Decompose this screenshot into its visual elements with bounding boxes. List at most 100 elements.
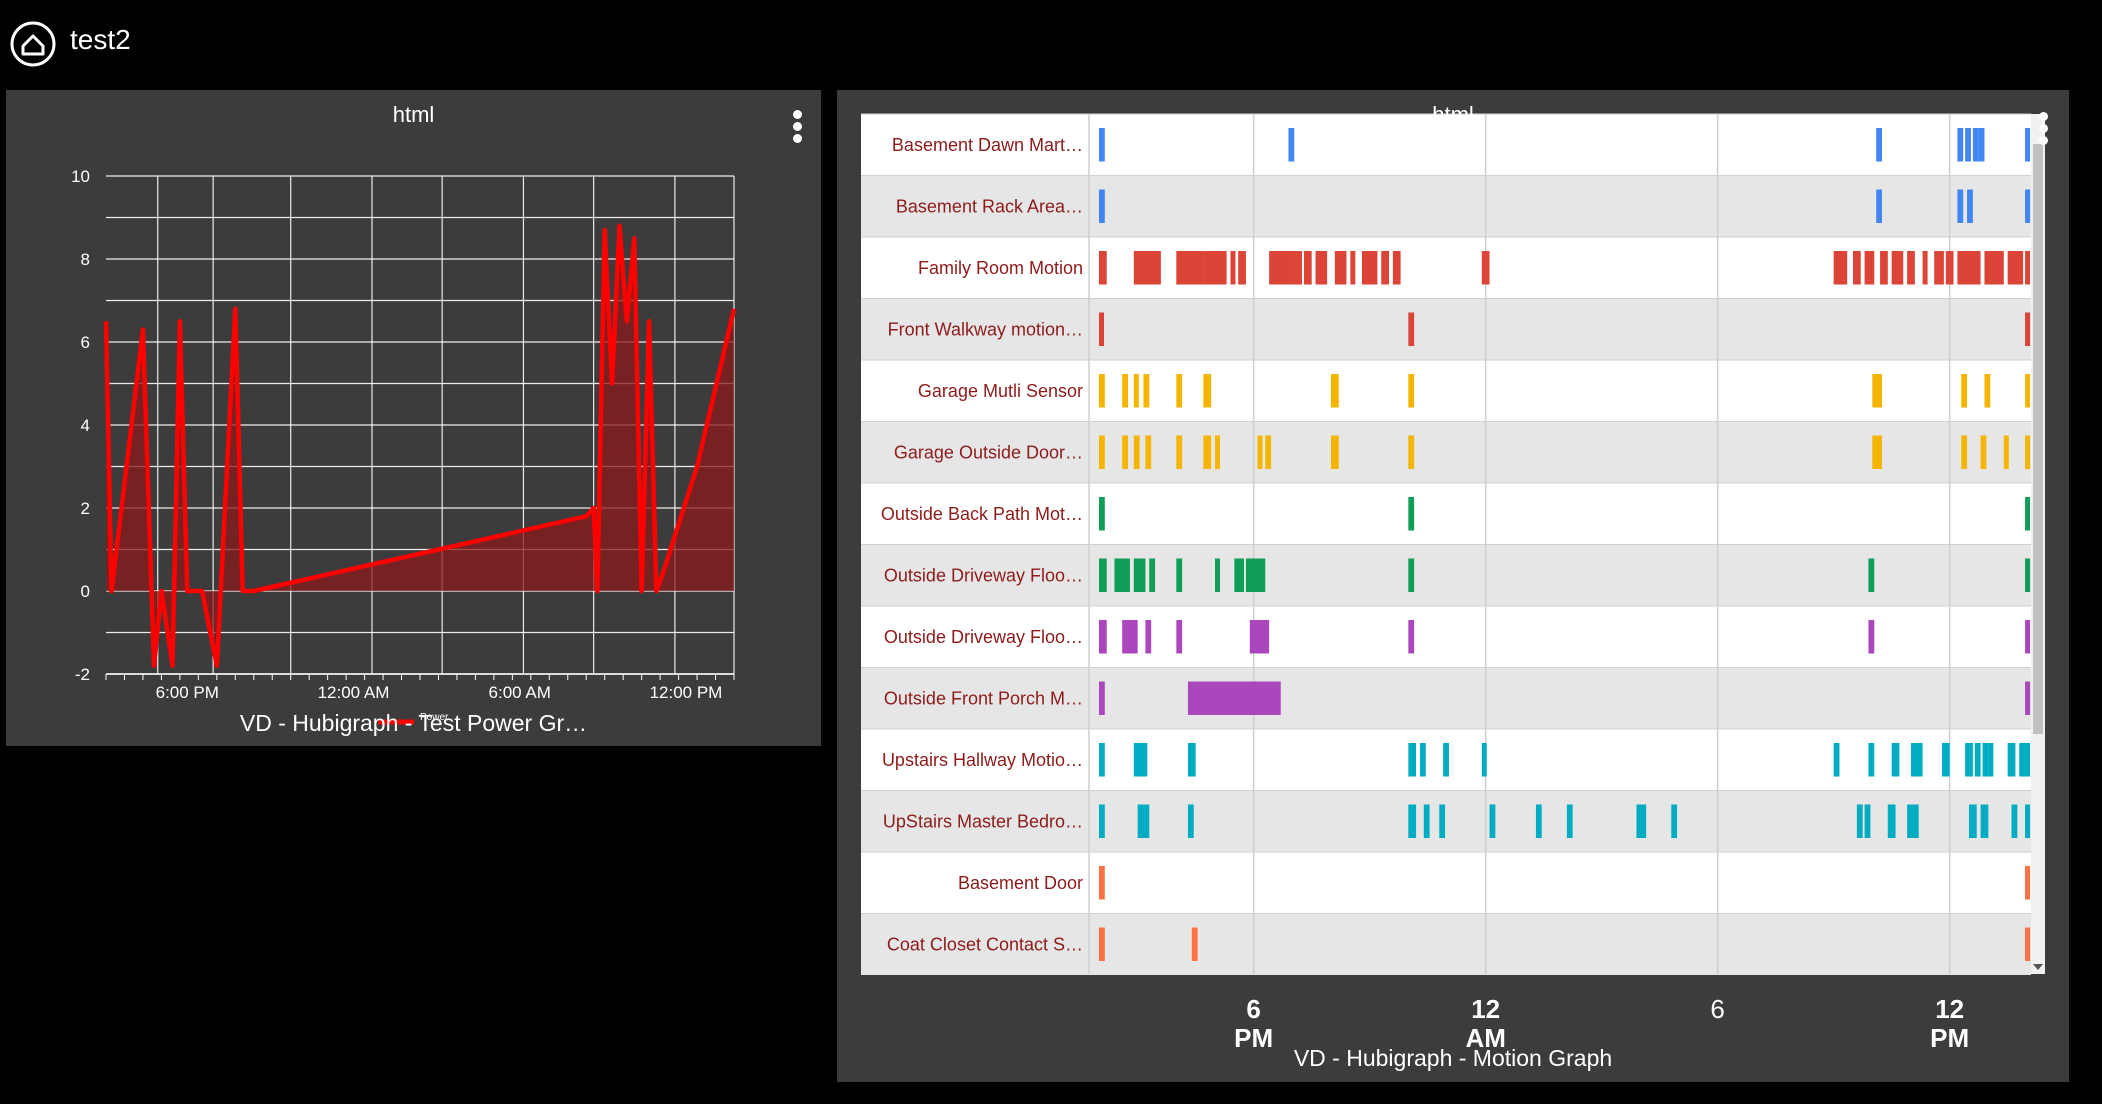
event-bar xyxy=(1876,128,1882,162)
event-bar xyxy=(1099,435,1105,469)
event-bar xyxy=(1922,251,1928,285)
event-bar xyxy=(1315,251,1328,285)
event-bar xyxy=(1853,251,1861,285)
event-bar xyxy=(1238,251,1246,285)
event-bar xyxy=(2025,681,2031,715)
event-bar xyxy=(1099,312,1104,346)
event-bar xyxy=(1331,374,1339,408)
x-tick-label: 6:00 AM xyxy=(489,683,551,702)
x-tick-label: 6 xyxy=(1710,994,1724,1024)
event-bar xyxy=(1099,189,1105,223)
event-bar xyxy=(1566,804,1573,838)
event-bar xyxy=(2025,251,2031,285)
event-bar xyxy=(1099,497,1105,531)
event-bar xyxy=(1978,128,1985,162)
event-bar xyxy=(1965,743,1973,777)
event-bar xyxy=(1288,128,1295,162)
event-bar xyxy=(1230,251,1236,285)
event-bar xyxy=(2025,804,2031,838)
event-bar xyxy=(1176,251,1204,285)
x-tick-label: 6:00 PM xyxy=(156,683,219,702)
tile-footer: VD - Hubigraph - Motion Graph xyxy=(1293,1045,1613,1071)
tile-footer: VD - Hubigraph - Test Power Gr… xyxy=(239,710,588,736)
event-bar xyxy=(1099,558,1107,592)
x-tick-label: 12 xyxy=(1935,994,1964,1024)
row-label: Outside Driveway Floo… xyxy=(884,627,1083,647)
event-bar xyxy=(1988,743,1994,777)
row-label: Coat Closet Contact S… xyxy=(887,934,1083,954)
event-bar xyxy=(1876,189,1882,223)
dashboard-header: test2 xyxy=(0,0,2102,86)
event-bar xyxy=(2025,497,2031,531)
event-bar xyxy=(1443,743,1449,777)
event-bar xyxy=(1249,620,1270,654)
event-bar xyxy=(1868,743,1875,777)
event-bar xyxy=(1269,251,1289,285)
home-icon[interactable] xyxy=(10,21,56,67)
event-bar xyxy=(2007,743,2016,777)
event-bar xyxy=(1099,681,1105,715)
row-label: Basement Door xyxy=(958,873,1083,893)
power-graph-tile: html -2 0 2 4 6 8 10 6:00 PM 12:00 AM 6:00 AM 12:0… xyxy=(6,90,821,746)
event-bar xyxy=(1864,251,1875,285)
event-bar xyxy=(1099,620,1107,654)
row-label: Front Walkway motion… xyxy=(888,319,1083,339)
event-bar xyxy=(1133,743,1148,777)
event-bar xyxy=(1934,251,1944,285)
row-label: Upstairs Hallway Motio… xyxy=(882,750,1083,770)
event-bar xyxy=(1143,374,1150,408)
event-bar xyxy=(1872,435,1882,469)
tile-title: html xyxy=(392,102,435,127)
event-bar xyxy=(1408,620,1415,654)
timeline-row xyxy=(861,298,2031,360)
event-bar xyxy=(1122,374,1128,408)
event-bar xyxy=(1350,251,1356,285)
event-bar xyxy=(2025,866,2031,900)
event-bar xyxy=(2007,251,2024,285)
event-bar xyxy=(1133,558,1146,592)
event-bar xyxy=(1149,558,1156,592)
event-bar xyxy=(1187,804,1194,838)
event-bar xyxy=(1176,435,1183,469)
scroll-down-icon[interactable] xyxy=(2033,964,2043,970)
event-bar xyxy=(1911,743,1923,777)
event-bar xyxy=(1967,189,1973,223)
row-label: Family Room Motion xyxy=(918,258,1083,278)
timeline-row xyxy=(861,544,2031,606)
event-bar xyxy=(1122,435,1128,469)
event-bar xyxy=(1303,251,1312,285)
event-bar xyxy=(1489,804,1496,838)
event-bar xyxy=(1957,128,1964,162)
event-bar xyxy=(1941,743,1950,777)
event-bar xyxy=(2003,435,2009,469)
row-label: UpStairs Master Bedro… xyxy=(883,811,1083,831)
motion-graph-tile: Basement Dawn Mart… Basement Rack Area… Fa… xyxy=(837,90,2069,1082)
x-tick-sublabel: PM xyxy=(1234,1023,1273,1053)
x-tick-label: 12:00 PM xyxy=(650,683,723,702)
y-tick-label: 2 xyxy=(81,499,90,518)
event-bar xyxy=(1907,804,1919,838)
y-tick-label: 10 xyxy=(71,167,90,186)
more-vert-icon[interactable] xyxy=(787,108,807,148)
timeline-row xyxy=(861,790,2031,852)
event-bar xyxy=(1099,743,1105,777)
event-bar xyxy=(1257,435,1263,469)
row-label: Basement Dawn Mart… xyxy=(892,135,1083,155)
event-bar xyxy=(1965,128,1971,162)
more-vert-icon[interactable] xyxy=(2033,110,2053,150)
event-bar xyxy=(1408,558,1415,592)
event-bar xyxy=(1481,743,1487,777)
scrollbar-thumb[interactable] xyxy=(2033,144,2043,734)
event-bar xyxy=(1215,435,1220,469)
event-bar xyxy=(1636,804,1647,838)
event-bar xyxy=(1833,251,1848,285)
event-bar xyxy=(1099,374,1105,408)
event-bar xyxy=(1408,312,1415,346)
tile-title: html xyxy=(1432,102,1474,127)
event-bar xyxy=(2019,743,2027,777)
event-bar xyxy=(1191,927,1198,961)
x-tick-sublabel: PM xyxy=(1930,1023,1969,1053)
event-bar xyxy=(1974,743,1981,777)
dashboard-title: test2 xyxy=(70,24,131,55)
event-bar xyxy=(1145,435,1152,469)
